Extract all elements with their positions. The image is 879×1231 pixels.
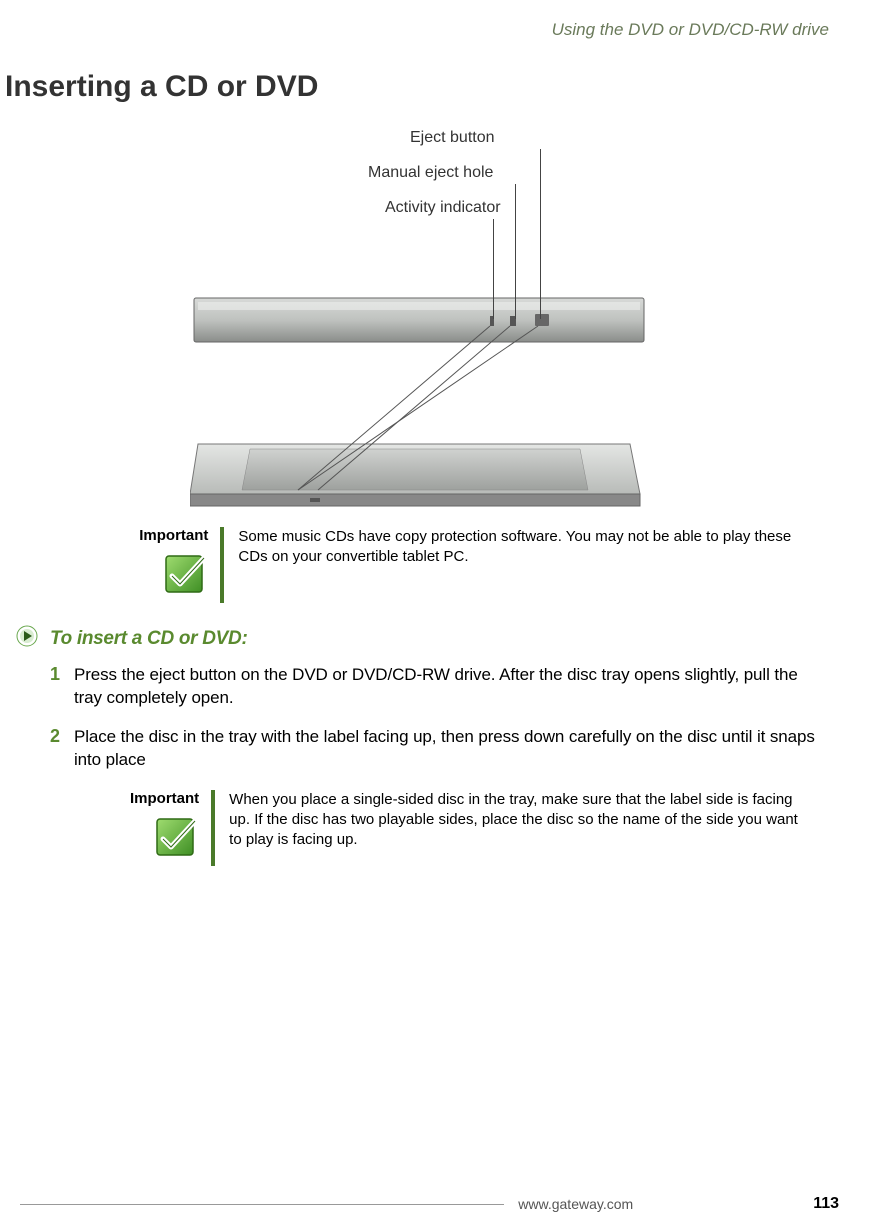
label-eject-button: Eject button xyxy=(410,129,495,147)
leader-line-eject xyxy=(540,149,541,319)
footer-rule xyxy=(20,1204,504,1205)
important-divider xyxy=(211,790,215,866)
important-text: Some music CDs have copy protection soft… xyxy=(238,527,810,603)
chapter-header: Using the DVD or DVD/CD-RW drive xyxy=(10,20,839,40)
procedure-heading-row: To insert a CD or DVD: xyxy=(10,625,839,652)
step-2: 2 Place the disc in the tray with the la… xyxy=(50,726,819,772)
dvd-drive-illustration xyxy=(190,294,670,514)
step-number: 1 xyxy=(50,664,74,710)
step-text: Press the eject button on the DVD or DVD… xyxy=(74,664,819,710)
important-text: When you place a single-sided disc in th… xyxy=(229,790,810,866)
important-note-2: Important When you place a single-sided … xyxy=(130,790,810,866)
step-1: 1 Press the eject button on the DVD or D… xyxy=(50,664,819,710)
page-title: Inserting a CD or DVD xyxy=(5,70,839,104)
footer-page-number: 113 xyxy=(813,1195,839,1213)
footer-url: www.gateway.com xyxy=(518,1196,633,1212)
procedure-arrow-icon xyxy=(16,625,38,652)
important-divider xyxy=(220,527,224,603)
leader-line-manual xyxy=(515,184,516,319)
dvd-drive-diagram: Eject button Manual eject hole Activity … xyxy=(10,129,839,509)
procedure-heading: To insert a CD or DVD: xyxy=(50,628,248,650)
important-label: Important xyxy=(130,790,199,807)
checkmark-icon xyxy=(160,550,208,603)
label-activity-indicator: Activity indicator xyxy=(385,199,501,217)
label-manual-eject-hole: Manual eject hole xyxy=(368,164,493,182)
checkmark-icon xyxy=(151,813,199,866)
important-label: Important xyxy=(130,527,208,544)
important-note-1: Important Some music CDs have copy prote… xyxy=(130,527,810,603)
leader-line-activity xyxy=(493,219,494,319)
step-number: 2 xyxy=(50,726,74,772)
page-footer: www.gateway.com 113 xyxy=(0,1195,879,1213)
step-text: Place the disc in the tray with the labe… xyxy=(74,726,819,772)
